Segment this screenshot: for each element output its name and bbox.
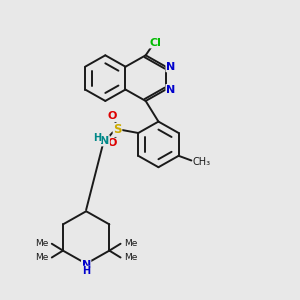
Text: N: N: [82, 260, 91, 270]
Text: Cl: Cl: [149, 38, 161, 48]
Text: O: O: [107, 111, 117, 122]
Text: S: S: [113, 123, 122, 136]
Text: N: N: [100, 136, 110, 146]
Text: H: H: [82, 266, 90, 276]
Text: Me: Me: [124, 239, 137, 248]
Text: CH₃: CH₃: [193, 157, 211, 167]
Text: Me: Me: [124, 253, 137, 262]
Text: Me: Me: [35, 239, 49, 248]
Text: N: N: [166, 62, 175, 72]
Text: O: O: [107, 138, 117, 148]
Text: N: N: [166, 85, 175, 94]
Text: Me: Me: [35, 253, 49, 262]
Text: H: H: [93, 133, 101, 143]
